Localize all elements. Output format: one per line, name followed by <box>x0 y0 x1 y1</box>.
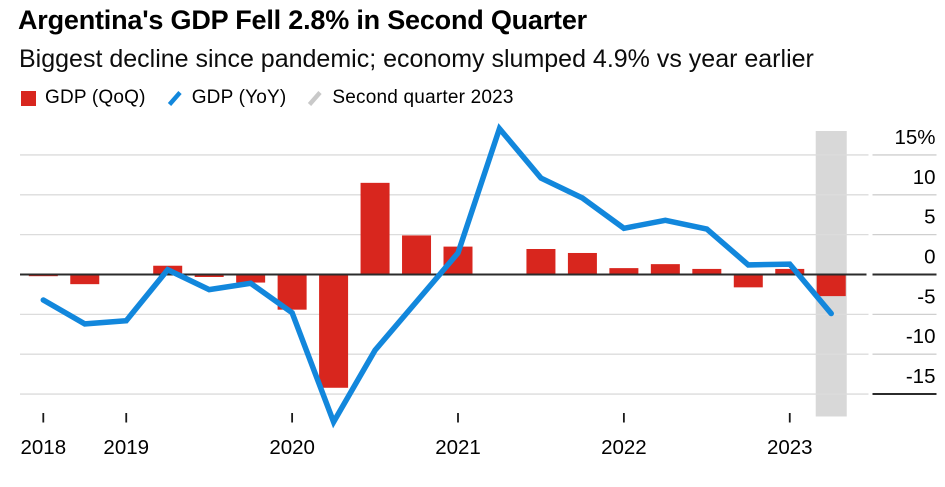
legend-label-gdp-qoq: GDP (QoQ) <box>45 87 146 108</box>
legend-label-gdp-yoy: GDP (YoY) <box>191 87 287 108</box>
qoq-bar-2022-q2 <box>650 264 680 275</box>
y-label--5: -5 <box>917 285 935 308</box>
legend-item-gdp-yoy: GDP (YoY) <box>167 87 287 109</box>
qoq-bar-2023-q2 <box>816 273 846 297</box>
chart-legend: GDP (QoQ) GDP (YoY) Second quarter 2023 <box>21 87 514 109</box>
qoq-bar-2018-q4 <box>70 273 100 285</box>
x-axis: 2018 2019 2020 2021 2022 2023 <box>20 413 813 459</box>
gridlines <box>20 154 937 396</box>
qoq-bar-2022-q3 <box>692 268 722 275</box>
qoq-bar-2022-q4 <box>733 273 763 288</box>
chart-header: Argentina's GDP Fell 2.8% in Second Quar… <box>18 4 814 74</box>
chart-title: Argentina's GDP Fell 2.8% in Second Quar… <box>18 5 587 35</box>
yoy-line <box>40 123 834 429</box>
x-label-2018: 2018 <box>20 436 66 459</box>
legend-label-second-quarter: Second quarter 2023 <box>332 87 514 108</box>
qoq-bar-2019-q4 <box>236 273 266 283</box>
x-label-2022: 2022 <box>601 436 647 459</box>
y-axis-labels: 15% 10 5 0 -5 -10 -15 <box>894 126 935 388</box>
legend-item-second-quarter: Second quarter 2023 <box>307 87 514 109</box>
y-label-10: 10 <box>913 166 936 189</box>
blue-slash-icon <box>167 90 182 106</box>
x-label-2023: 2023 <box>767 436 813 459</box>
x-label-2020: 2020 <box>269 436 315 459</box>
qoq-bar-2023-q1 <box>775 268 805 275</box>
x-label-2021: 2021 <box>435 436 481 459</box>
qoq-bar-2020-q3 <box>360 182 390 275</box>
x-label-2019: 2019 <box>103 436 149 459</box>
y-label--10: -10 <box>906 325 936 348</box>
qoq-bars <box>28 182 846 388</box>
gray-slash-icon <box>308 90 323 106</box>
qoq-bar-2022-q1 <box>609 268 639 275</box>
red-square-swatch-icon <box>21 90 36 106</box>
y-label-5: 5 <box>924 206 935 229</box>
chart-subtitle: Biggest decline since pandemic; economy … <box>19 44 814 73</box>
qoq-bar-2020-q2 <box>319 273 349 388</box>
y-label-0: 0 <box>924 246 935 269</box>
qoq-bar-2020-q4 <box>402 235 432 275</box>
y-label-15: 15% <box>894 126 935 149</box>
qoq-bar-2021-q4 <box>567 252 597 275</box>
y-label--15: -15 <box>906 365 936 388</box>
legend-item-gdp-qoq: GDP (QoQ) <box>21 87 146 109</box>
qoq-bar-2021-q3 <box>526 248 556 275</box>
